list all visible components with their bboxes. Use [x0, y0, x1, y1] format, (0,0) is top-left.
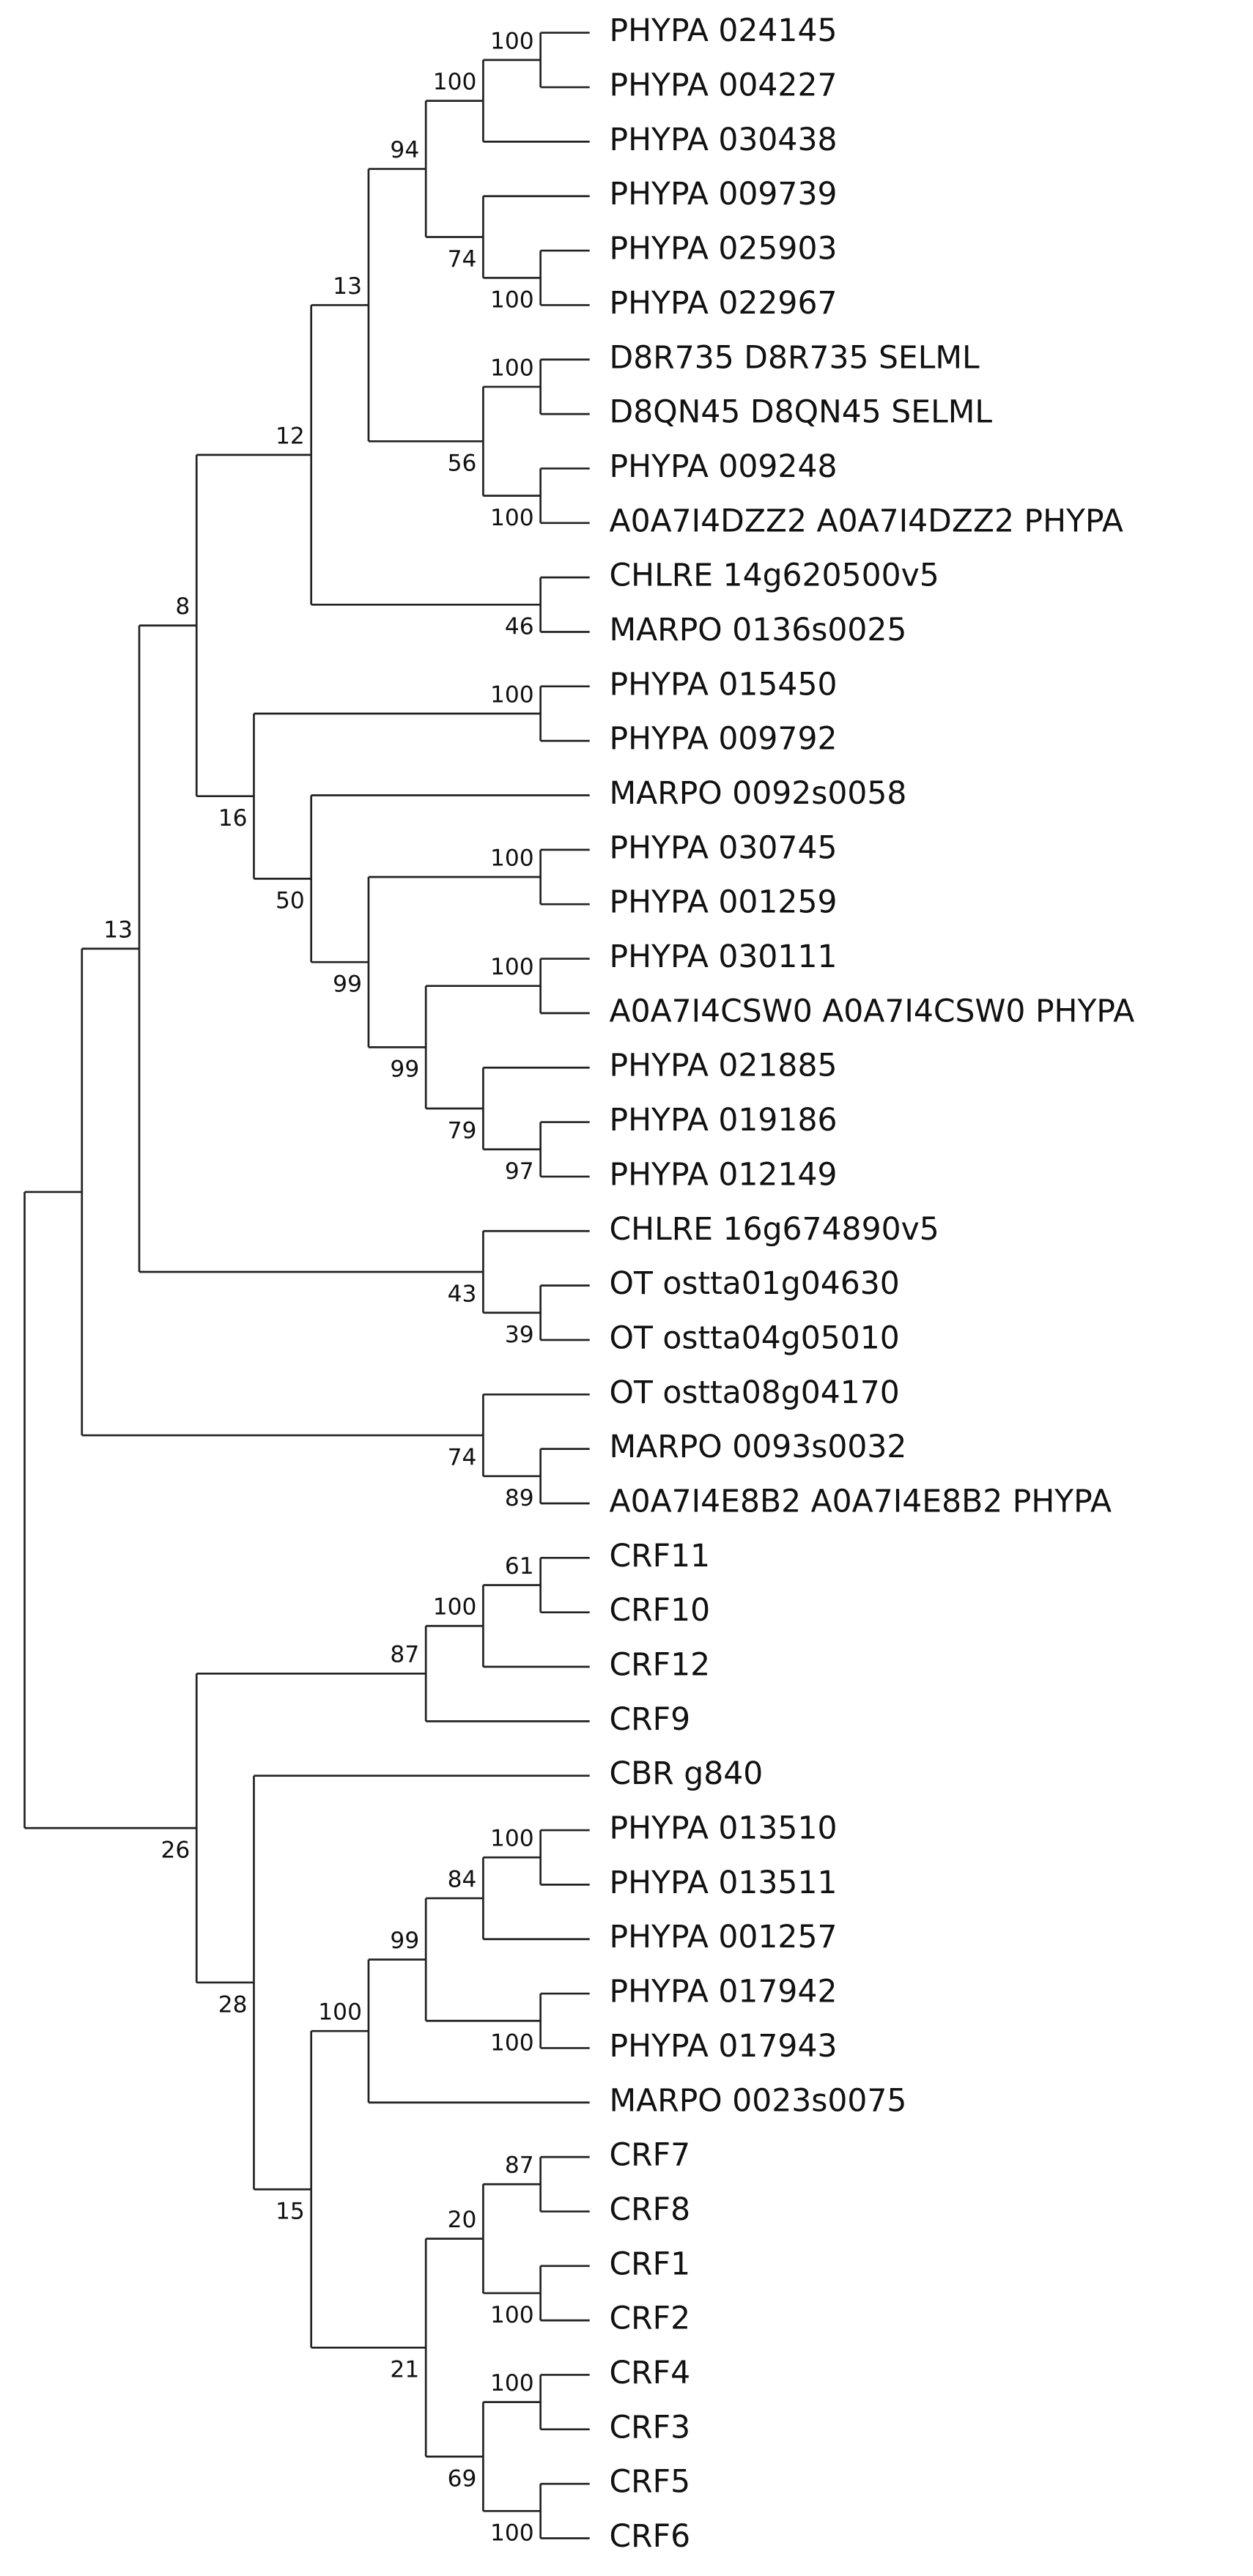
support-value: 61: [505, 1553, 534, 1580]
leaf-label: CRF8: [610, 2192, 691, 2228]
leaf-label: PHYPA 022967: [610, 286, 838, 322]
leaf-label: CRF9: [610, 1702, 691, 1738]
support-value: 28: [218, 1991, 248, 2018]
support-value: 43: [448, 1281, 477, 1307]
support-value: 99: [333, 971, 362, 997]
support-value: 100: [490, 28, 534, 54]
leaf-label: CRF10: [610, 1593, 711, 1629]
leaf-label: MARPO 0093s0032: [610, 1429, 907, 1465]
leaf-label: OT ostta08g04170: [610, 1375, 900, 1411]
leaf-label: PHYPA 013511: [610, 1865, 838, 1901]
leaf-label: PHYPA 009739: [610, 177, 838, 212]
support-value: 87: [505, 2153, 534, 2179]
leaf-label: PHYPA 030438: [610, 122, 838, 158]
leaf-label: PHYPA 021885: [610, 1048, 838, 1084]
support-value: 97: [505, 1158, 534, 1185]
support-value: 94: [390, 137, 419, 163]
leaf-label: A0A7I4DZZ2 A0A7I4DZZ2 PHYPA: [610, 503, 1123, 539]
leaf-label: D8QN45 D8QN45 SELML: [610, 395, 993, 431]
leaf-label: PHYPA 009792: [610, 722, 838, 758]
support-value: 21: [390, 2357, 419, 2383]
leaf-label: CBR g840: [610, 1756, 764, 1792]
leaf-label: MARPO 0092s0058: [610, 776, 907, 812]
leaf-label: OT ostta01g04630: [610, 1266, 900, 1302]
support-value: 50: [276, 888, 305, 914]
leaf-label: CHLRE 16g674890v5: [610, 1212, 939, 1248]
leaf-label: PHYPA 004227: [610, 68, 838, 104]
leaf-label: MARPO 0023s0075: [610, 2083, 907, 2119]
support-value: 84: [448, 1866, 477, 1892]
leaf-label: CRF7: [610, 2138, 691, 2174]
leaf-label: A0A7I4E8B2 A0A7I4E8B2 PHYPA: [610, 1484, 1112, 1520]
leaf-label: PHYPA 030745: [610, 830, 838, 866]
support-value: 100: [490, 355, 534, 381]
support-value: 100: [490, 2302, 534, 2328]
support-value: 69: [448, 2465, 477, 2492]
support-value: 100: [490, 2370, 534, 2397]
leaf-label: A0A7I4CSW0 A0A7I4CSW0 PHYPA: [610, 993, 1135, 1029]
leaf-label: CRF11: [610, 1539, 711, 1574]
support-value: 26: [161, 1837, 191, 1863]
leaf-label: OT ostta04g05010: [610, 1320, 900, 1356]
support-value: 87: [390, 1642, 419, 1668]
leaf-label: MARPO 0136s0025: [610, 612, 907, 648]
support-value: 8: [175, 593, 190, 620]
support-value: 20: [448, 2207, 477, 2233]
support-value: 74: [448, 246, 477, 273]
support-value: 39: [505, 1322, 534, 1348]
leaf-label: CRF5: [610, 2465, 691, 2501]
leaf-label: PHYPA 001259: [610, 885, 838, 921]
leaf-label: CRF1: [610, 2246, 691, 2282]
leaf-label: PHYPA 001257: [610, 1920, 838, 1955]
leaf-label: PHYPA 013510: [610, 1811, 838, 1847]
support-value: 100: [433, 1594, 477, 1621]
support-value: 16: [218, 805, 248, 832]
support-value: 46: [505, 614, 534, 640]
support-value: 15: [276, 2199, 305, 2225]
support-value: 100: [490, 287, 534, 314]
support-value: 100: [433, 69, 477, 95]
support-value: 99: [390, 1056, 419, 1083]
leaf-label: PHYPA 009248: [610, 449, 838, 485]
support-value: 100: [490, 681, 534, 708]
leaf-label: CRF12: [610, 1648, 711, 1684]
leaf-label: CRF2: [610, 2301, 691, 2337]
support-value: 100: [318, 1999, 362, 2026]
support-value: 13: [103, 917, 133, 943]
leaf-label: CRF4: [610, 2355, 691, 2391]
support-value: 56: [448, 451, 477, 477]
support-value: 12: [276, 423, 305, 449]
support-value: 100: [490, 2030, 534, 2057]
support-value: 100: [490, 2520, 534, 2547]
support-value: 79: [448, 1117, 477, 1144]
leaf-label: PHYPA 012149: [610, 1157, 838, 1193]
support-value: 100: [490, 954, 534, 980]
support-value: 99: [390, 1928, 419, 1954]
leaf-label: PHYPA 019186: [610, 1103, 838, 1139]
support-value: 100: [490, 845, 534, 871]
leaf-label: D8R735 D8R735 SELML: [610, 340, 980, 376]
leaf-label: CRF6: [610, 2519, 691, 2555]
leaf-label: CRF3: [610, 2410, 691, 2446]
leaf-label: PHYPA 017943: [610, 2029, 838, 2065]
leaf-label: PHYPA 025903: [610, 232, 838, 267]
support-value: 89: [505, 1485, 534, 1511]
leaf-label: PHYPA 024145: [610, 13, 838, 49]
support-value: 100: [490, 1826, 534, 1852]
leaf-label: PHYPA 017942: [610, 1974, 838, 2010]
support-value: 13: [333, 273, 362, 300]
support-value: 74: [448, 1444, 477, 1470]
leaf-label: PHYPA 030111: [610, 939, 838, 975]
support-value: 100: [490, 505, 534, 531]
leaf-label: CHLRE 14g620500v5: [610, 558, 939, 594]
leaf-label: PHYPA 015450: [610, 667, 838, 703]
